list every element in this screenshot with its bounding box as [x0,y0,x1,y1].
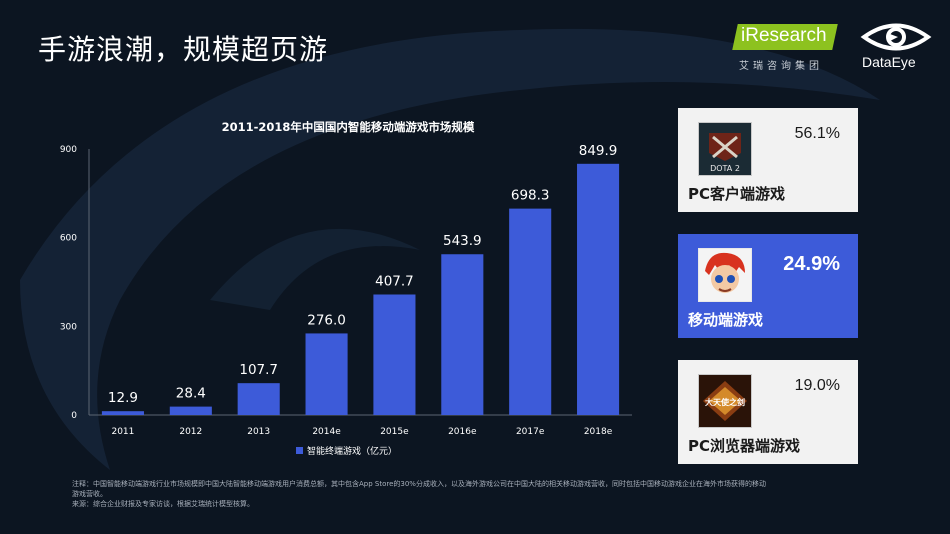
iresearch-logo: iResearch 艾瑞咨询集团 [732,22,845,74]
card-label: PC浏览器端游戏 [688,437,801,455]
x-tick-label: 2014e [312,427,341,437]
bar-value-label: 276.0 [307,312,346,328]
bar [373,294,416,415]
web-game-logo-icon: 大天使之剑 [698,374,752,428]
bar [305,333,348,415]
bar-value-label: 28.4 [176,386,206,402]
card-percent: 24.9% [783,253,840,275]
web-game-thumb-text: 大天使之剑 [705,397,745,407]
bar [237,383,280,415]
dataeye-eye-icon [860,23,932,51]
y-tick-label: 900 [60,145,77,155]
y-tick-label: 300 [60,322,77,332]
card-label: PC客户端游戏 [688,185,786,203]
bar-value-label: 107.7 [239,362,278,378]
card-pc-browser-games: 大天使之剑 19.0% PC浏览器端游戏 [678,360,858,464]
bar [577,163,620,415]
bar-value-label: 543.9 [443,233,482,249]
x-tick-label: 2015e [380,427,409,437]
footnote: 注释：中国智能移动端游戏行业市场规模即中国大陆智能移动端游戏用户消费总额，其中包… [72,479,872,509]
card-label: 移动端游戏 [688,311,764,329]
x-tick-label: 2013 [247,427,270,437]
x-tick-label: 2018e [584,427,613,437]
bar-value-label: 407.7 [375,274,414,290]
iresearch-logo-text: iResearch [741,25,827,46]
bar-value-label: 12.9 [108,390,138,406]
x-tick-label: 2017e [516,427,545,437]
card-percent: 56.1% [794,125,840,142]
bar-value-label: 849.9 [579,143,618,159]
bar [169,406,212,415]
dataeye-logo: DataEye [860,20,940,72]
dota2-game-icon: DOTA 2 [698,122,752,176]
bar-value-label: 698.3 [511,188,550,204]
x-tick-label: 2011 [111,427,134,437]
card-percent: 19.0% [794,377,840,394]
x-tick-label: 2012 [179,427,202,437]
card-mobile-games: 24.9% 移动端游戏 [678,234,858,338]
legend-swatch [296,447,303,454]
mobile-game-character-icon [698,248,752,302]
y-tick-label: 0 [71,411,77,421]
card-pc-client-games: DOTA 2 56.1% PC客户端游戏 [678,108,858,212]
footnote-line: 游戏营收。 [72,490,107,498]
y-tick-label: 600 [60,234,77,244]
footnote-line: 注释：中国智能移动端游戏行业市场规模即中国大陆智能移动端游戏用户消费总额，其中包… [72,480,766,488]
bar [509,208,552,415]
iresearch-logo-subtext: 艾瑞咨询集团 [739,61,823,72]
chart-title: 2011-2018年中国国内智能移动端游戏市场规模 [222,120,475,134]
dataeye-logo-text: DataEye [862,54,916,70]
page-title: 手游浪潮，规模超页游 [38,33,329,66]
legend-label: 智能终端游戏（亿元） [307,445,397,457]
bar [101,411,144,415]
dota2-thumb-text: DOTA 2 [710,164,740,173]
bar [441,254,484,415]
x-tick-label: 2016e [448,427,477,437]
footnote-line: 来源：综合企业财报及专家访谈，根据艾瑞统计模型核算。 [72,500,254,508]
